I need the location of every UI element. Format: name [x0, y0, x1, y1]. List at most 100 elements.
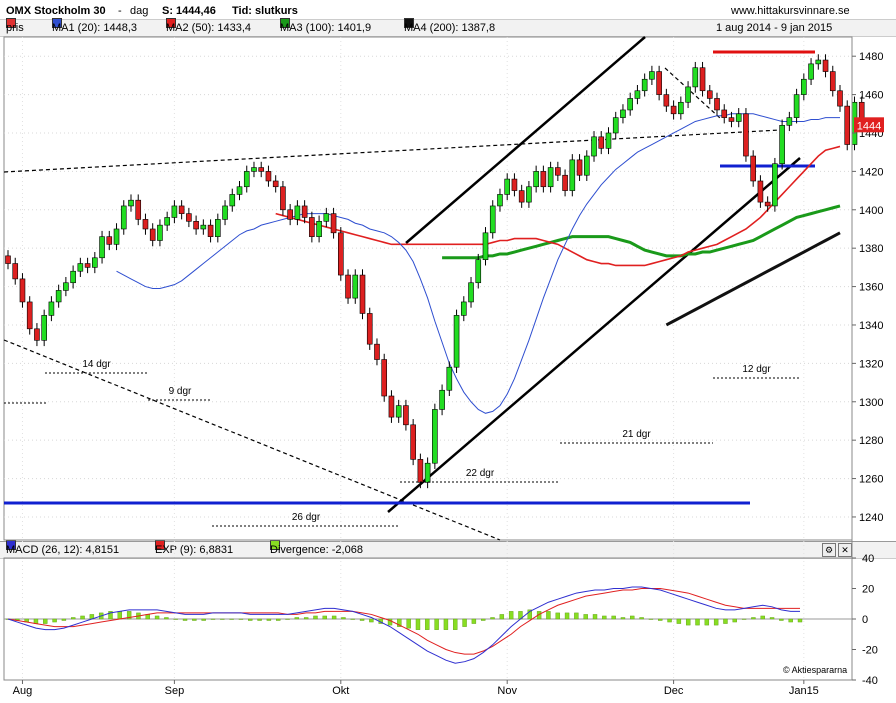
candle-body [453, 315, 460, 368]
legend-swatch [280, 18, 290, 28]
candle-body [77, 263, 84, 272]
candle-body [815, 59, 822, 65]
legend-swatch [6, 18, 16, 28]
divergence-bar [443, 618, 449, 630]
divergence-bar [769, 617, 775, 620]
divergence-bar [574, 612, 579, 620]
divergence-bar [555, 612, 560, 620]
watermark: © Aktiespararna [783, 665, 848, 675]
divergence-bar [471, 618, 477, 624]
candle-body [157, 224, 163, 241]
divergence-bar [369, 618, 374, 623]
candle-body [149, 228, 156, 241]
candle-body [468, 282, 474, 303]
macd-y-tick-label: 0 [862, 614, 868, 626]
candle-body [562, 174, 568, 191]
divergence-bar [210, 618, 216, 620]
divergence-bar [331, 615, 337, 620]
candle-body [99, 236, 105, 259]
candle-body [26, 301, 33, 330]
candle-body [743, 113, 749, 157]
divergence-bar [453, 618, 458, 630]
divergence-bar [173, 618, 178, 620]
legend-label: MACD (26, 12): 4,8151 [6, 544, 120, 556]
candle-body [55, 290, 62, 303]
candle-body [757, 180, 764, 203]
divergence-bar [43, 618, 48, 624]
candle-body [222, 205, 228, 220]
divergence-bar [257, 618, 262, 621]
ma100-line [442, 204, 841, 260]
divergence-bar [415, 618, 421, 630]
candle-body [142, 219, 149, 230]
candle-body [750, 155, 756, 182]
divergence-bar [192, 618, 197, 621]
divergence-bar [788, 618, 793, 623]
candle-body [92, 257, 98, 268]
legend-label: MA2 (50): 1433,4 [166, 22, 251, 34]
candle-body [460, 301, 467, 316]
duration-label: 21 dgr [622, 429, 651, 440]
candle-body [808, 63, 814, 80]
chart-title: OMX Stockholm 30 [6, 5, 106, 17]
divergence-bar [499, 614, 505, 620]
divergence-bar [201, 618, 206, 621]
candle-body [294, 205, 301, 220]
divergence-bar [108, 611, 113, 620]
divergence-bar [676, 618, 682, 624]
divergence-bar [117, 611, 123, 620]
candle-body [518, 190, 525, 203]
candle-body [663, 94, 670, 107]
divergence-bar [61, 618, 67, 621]
divergence-bar [266, 618, 272, 621]
y-tick-label: 1240 [859, 512, 883, 524]
candle-body [301, 205, 308, 218]
candle-body [424, 462, 431, 483]
candle-body [482, 232, 489, 261]
candle-body [439, 389, 445, 410]
indicator-settings-icon[interactable]: ⚙ [822, 543, 836, 557]
candle-body [5, 255, 11, 264]
legend-swatch [404, 18, 414, 28]
candle-body [685, 86, 691, 103]
y-tick-label: 1340 [859, 320, 883, 332]
candle-body [612, 117, 619, 134]
divergence-bar [397, 618, 402, 627]
divergence-bar [704, 618, 710, 626]
divergence-bar [490, 617, 495, 620]
legend-label: Divergence: -2,068 [270, 544, 363, 556]
candle-body [135, 199, 142, 220]
divergence-bar [695, 618, 700, 626]
y-tick-label: 1320 [859, 358, 883, 370]
channel-lower-line [387, 157, 801, 513]
duration-label: 14 dgr [82, 359, 111, 370]
candle-body [207, 224, 214, 237]
candle-body [497, 194, 503, 207]
candle-body [511, 178, 518, 191]
macd-y-tick-label: -40 [862, 675, 878, 687]
candle-body [388, 395, 395, 418]
candle-body [699, 67, 706, 92]
candle-body [829, 71, 836, 92]
candle-body [410, 424, 416, 460]
current-price-label: 1444 [857, 120, 881, 132]
divergence-bar [630, 615, 635, 620]
divergence-bar [760, 615, 765, 620]
candle-body [641, 78, 648, 92]
candle-body [272, 180, 279, 188]
ma200-line [665, 231, 841, 327]
divergence-bar [648, 618, 654, 620]
x-tick-label: Aug [13, 685, 33, 697]
last-price-label: S: 1444,46 [162, 5, 216, 17]
trend-lines [3, 36, 815, 541]
divergence-bar [126, 611, 132, 620]
ma50-line [275, 145, 841, 267]
candle-body [504, 178, 511, 195]
candle-body [533, 171, 539, 188]
candle-body [576, 159, 583, 176]
candle-body [591, 136, 597, 157]
divergence-bar [481, 618, 486, 621]
close-indicator-icon[interactable]: ✕ [838, 543, 852, 557]
divergence-bar [620, 617, 626, 620]
candle-body [19, 278, 26, 303]
